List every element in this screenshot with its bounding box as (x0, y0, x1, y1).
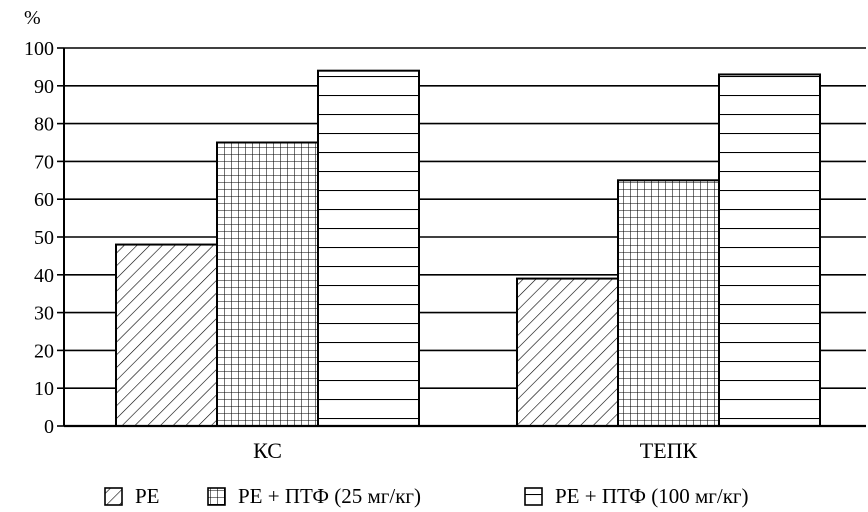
bars (115, 69, 821, 428)
y-tick-label: 70 (34, 151, 54, 173)
x-category-label: ТЕПК (640, 438, 698, 463)
y-axis-ticks: 0 10 20 30 40 50 60 70 80 90 100 (24, 38, 64, 438)
y-tick-label: 0 (44, 416, 54, 438)
axes (63, 48, 866, 428)
legend-swatch (524, 487, 543, 506)
y-tick-label: 50 (34, 227, 54, 249)
y-tick-label: 80 (34, 114, 54, 136)
y-tick-label: 40 (34, 265, 54, 287)
x-category-label: КС (253, 438, 282, 463)
y-tick-label: 60 (34, 189, 54, 211)
bar-2-1 (516, 277, 619, 427)
bar-1-3 (317, 69, 420, 428)
y-tick-label: 100 (24, 38, 54, 60)
y-tick-label: 20 (34, 340, 54, 362)
legend: PE PE + ПТФ (25 мг/кг) PE + ПТФ (100 мг/кг… (104, 484, 749, 508)
bar-2-3 (718, 73, 821, 428)
legend-label: PE + ПТФ (100 мг/кг) (555, 484, 749, 508)
y-tick-label: 10 (34, 378, 54, 400)
legend-swatch (104, 487, 123, 506)
bar-1-2 (216, 141, 319, 427)
y-axis-unit-label: % (24, 7, 41, 29)
legend-label: PE + ПТФ (25 мг/кг) (238, 484, 421, 508)
y-tick-label: 90 (34, 76, 54, 98)
bar-2-2 (617, 179, 720, 427)
legend-swatch (207, 487, 226, 506)
legend-label: PE (135, 484, 160, 508)
x-axis-labels: КС ТЕПК (253, 438, 697, 463)
bar-1-1 (115, 243, 218, 427)
y-tick-label: 30 (34, 303, 54, 325)
